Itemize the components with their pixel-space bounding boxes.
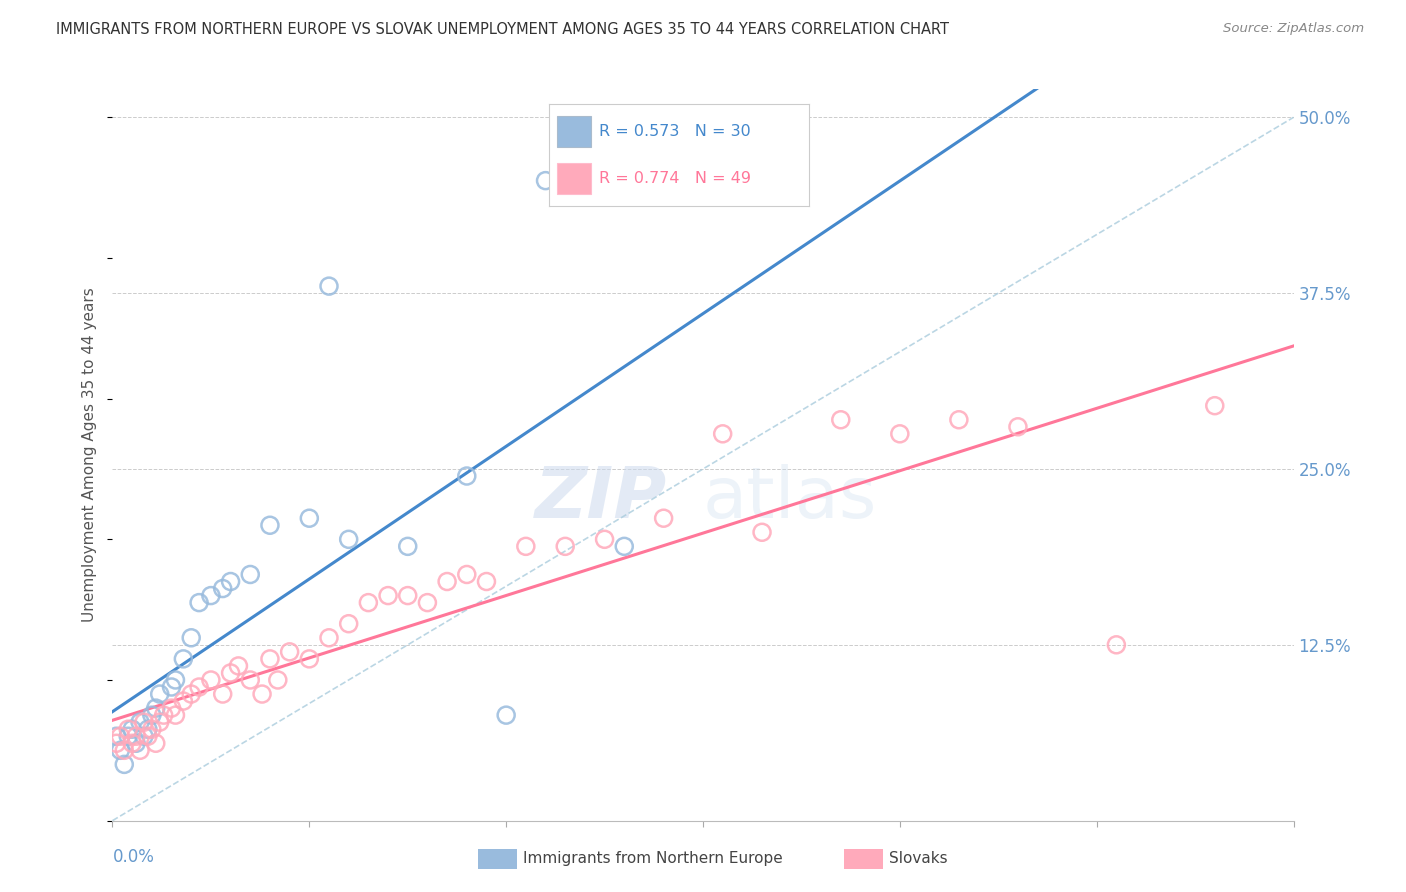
Point: [172, 694, 194, 708]
Point: [318, 631, 340, 645]
Y-axis label: Unemployment Among Ages 35 to 44 years: Unemployment Among Ages 35 to 44 years: [82, 287, 97, 623]
Point: [145, 736, 167, 750]
Point: [337, 616, 360, 631]
Point: [456, 567, 478, 582]
Point: [318, 279, 340, 293]
Point: [357, 596, 380, 610]
Text: Source: ZipAtlas.com: Source: ZipAtlas.com: [1223, 22, 1364, 36]
Point: [125, 729, 148, 743]
Point: [554, 539, 576, 553]
Point: [396, 539, 419, 553]
Text: ZIP: ZIP: [536, 465, 668, 533]
Point: [830, 413, 852, 427]
Point: [121, 736, 143, 750]
Point: [200, 673, 222, 687]
Point: [711, 426, 734, 441]
Point: [117, 723, 139, 737]
Point: [136, 723, 159, 737]
Point: [948, 413, 970, 427]
Point: [495, 708, 517, 723]
Point: [377, 589, 399, 603]
Point: [180, 687, 202, 701]
Point: [145, 701, 167, 715]
Point: [239, 567, 262, 582]
Point: [337, 533, 360, 547]
Point: [105, 736, 128, 750]
Text: IMMIGRANTS FROM NORTHERN EUROPE VS SLOVAK UNEMPLOYMENT AMONG AGES 35 TO 44 YEARS: IMMIGRANTS FROM NORTHERN EUROPE VS SLOVA…: [56, 22, 949, 37]
Point: [278, 645, 301, 659]
Point: [172, 652, 194, 666]
Point: [141, 723, 163, 737]
Point: [180, 631, 202, 645]
Point: [1105, 638, 1128, 652]
Point: [136, 729, 159, 743]
Point: [259, 652, 281, 666]
Point: [188, 680, 211, 694]
Point: [200, 589, 222, 603]
Point: [211, 582, 233, 596]
Point: [112, 757, 135, 772]
Point: [228, 659, 250, 673]
Point: [239, 673, 262, 687]
Point: [129, 743, 152, 757]
Point: [149, 687, 172, 701]
Point: [219, 665, 242, 680]
Point: [121, 723, 143, 737]
Point: [515, 539, 537, 553]
Point: [105, 729, 128, 743]
Point: [751, 525, 773, 540]
Point: [889, 426, 911, 441]
Point: [436, 574, 458, 589]
Point: [534, 174, 557, 188]
Point: [160, 701, 183, 715]
Point: [129, 715, 152, 730]
Point: [125, 736, 148, 750]
Point: [219, 574, 242, 589]
Point: [132, 715, 155, 730]
Point: [1007, 419, 1029, 434]
Point: [211, 687, 233, 701]
Point: [112, 743, 135, 757]
Point: [117, 729, 139, 743]
Text: atlas: atlas: [703, 465, 877, 533]
Point: [165, 673, 187, 687]
Point: [475, 574, 498, 589]
Point: [132, 729, 155, 743]
Point: [298, 511, 321, 525]
Point: [267, 673, 290, 687]
Point: [1204, 399, 1226, 413]
Point: [613, 539, 636, 553]
Point: [456, 469, 478, 483]
Point: [110, 729, 132, 743]
Point: [165, 708, 187, 723]
Point: [149, 715, 172, 730]
Point: [160, 680, 183, 694]
Point: [188, 596, 211, 610]
Text: Slovaks: Slovaks: [889, 852, 948, 866]
Text: Immigrants from Northern Europe: Immigrants from Northern Europe: [523, 852, 783, 866]
Point: [396, 589, 419, 603]
Point: [152, 708, 174, 723]
Point: [416, 596, 439, 610]
Text: 0.0%: 0.0%: [112, 848, 155, 866]
Point: [250, 687, 273, 701]
Point: [259, 518, 281, 533]
Point: [652, 511, 675, 525]
Point: [141, 708, 163, 723]
Point: [298, 652, 321, 666]
Point: [593, 533, 616, 547]
Point: [110, 743, 132, 757]
